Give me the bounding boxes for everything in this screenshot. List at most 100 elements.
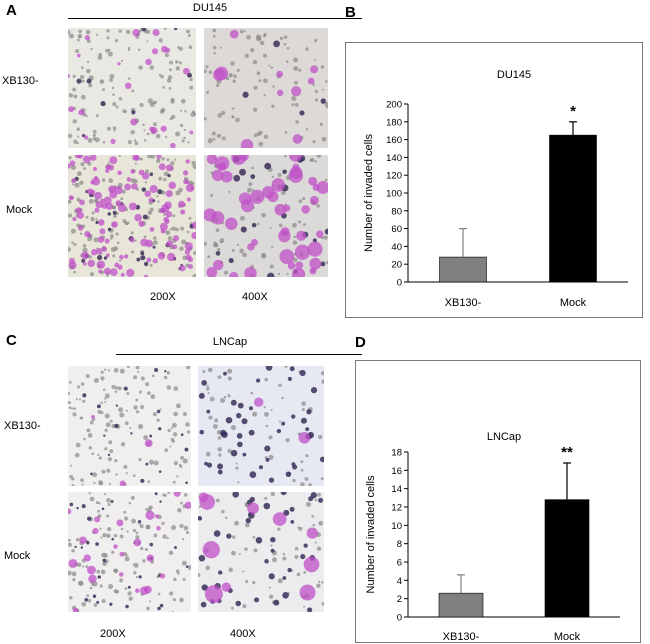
stained-nucleus (206, 462, 213, 468)
pore-dot (173, 411, 178, 417)
invaded-cell (148, 197, 154, 203)
pore-dot (268, 454, 274, 460)
pore-dot (100, 536, 103, 539)
pore-dot (205, 65, 209, 69)
pore-dot (73, 139, 78, 144)
stained-nucleus (143, 261, 149, 267)
pore-dot (171, 439, 175, 444)
invaded-cell (316, 180, 328, 194)
pore-dot (188, 45, 193, 49)
stained-nucleus (158, 427, 162, 431)
pore-dot (87, 598, 92, 603)
pore-dot (81, 601, 87, 607)
pore-dot (87, 236, 92, 242)
pore-dot (135, 410, 140, 414)
pore-dot (167, 236, 173, 241)
pore-dot (143, 435, 149, 441)
cell-line-title-c: LNCap (212, 336, 248, 348)
pore-dot (112, 254, 116, 258)
pore-dot (120, 59, 124, 62)
invaded-cell (316, 230, 324, 239)
pore-dot (185, 531, 190, 535)
pore-dot (231, 535, 236, 539)
pore-dot (119, 368, 125, 374)
invaded-cell (154, 514, 160, 519)
pore-dot (108, 584, 114, 590)
pore-dot (302, 197, 306, 201)
title-rule-a (68, 18, 362, 19)
invaded-cell (68, 508, 72, 515)
pore-dot (86, 428, 91, 433)
y-axis-label: Number of invaded cells (365, 475, 377, 594)
pore-dot (253, 548, 258, 553)
chart-frame-b (345, 42, 643, 318)
pore-dot (123, 110, 127, 114)
pore-dot (230, 73, 233, 76)
stained-nucleus (240, 226, 247, 233)
pore-dot (246, 34, 251, 40)
pore-dot (173, 577, 177, 582)
invaded-cell (312, 183, 320, 192)
pore-dot (186, 366, 191, 370)
pore-dot (102, 88, 105, 92)
invaded-cell (166, 240, 173, 247)
pore-dot (126, 530, 129, 533)
pore-dot (143, 139, 147, 142)
y-tick-label: 20 (391, 260, 402, 271)
stained-nucleus (225, 416, 233, 424)
pore-dot (244, 547, 248, 551)
invaded-cell (204, 208, 217, 222)
pore-dot (294, 102, 299, 107)
invaded-cell (99, 228, 106, 235)
invaded-cell (140, 238, 149, 247)
pore-dot (145, 524, 151, 530)
pore-dot (87, 433, 93, 438)
pore-dot (111, 424, 116, 429)
pore-dot (263, 53, 268, 58)
invaded-cell (117, 62, 121, 66)
stained-nucleus (125, 604, 129, 609)
pore-dot (175, 190, 181, 196)
pore-dot (175, 66, 181, 71)
stained-nucleus (138, 520, 141, 523)
stained-nucleus (96, 600, 100, 604)
invaded-cell (220, 170, 233, 183)
stained-nucleus (156, 409, 161, 414)
pore-dot (238, 552, 241, 556)
invaded-cell (152, 29, 160, 37)
stained-nucleus (141, 28, 147, 32)
invaded-cell (138, 220, 145, 227)
pore-dot (180, 98, 186, 104)
pore-dot (156, 195, 159, 198)
pore-dot (167, 492, 171, 494)
invaded-cell (105, 253, 110, 258)
pore-dot (220, 241, 223, 244)
pore-dot (271, 175, 275, 178)
pore-dot (138, 423, 144, 430)
pore-dot (102, 140, 106, 144)
stained-nucleus (283, 509, 290, 516)
pore-dot (99, 79, 105, 84)
pore-dot (72, 74, 76, 78)
bar-chart-lncap: LNCap Number of invaded cells 0 2 4 6 8 10 12 14 1… (365, 431, 620, 643)
pore-dot (87, 137, 93, 143)
micrograph-c-mock-200x (68, 492, 191, 612)
pore-dot (132, 563, 135, 566)
stained-nucleus (109, 602, 113, 606)
y-axis-label: Number of invaded cells (363, 134, 375, 253)
bar-chart-du145: DU145 Number of invaded cells 0 20 40 60 80 100… (363, 69, 628, 309)
invaded-cell (86, 188, 94, 195)
pore-dot (164, 53, 169, 58)
pore-dot (133, 405, 138, 410)
invaded-cell (240, 139, 254, 148)
magnification-c-200x: 200X (100, 628, 126, 640)
pore-dot (164, 135, 168, 139)
bar-mock (544, 499, 590, 618)
invaded-cell (105, 168, 110, 173)
pore-dot (250, 391, 254, 395)
invaded-cell (124, 82, 132, 90)
pore-dot (279, 36, 284, 41)
pore-dot (169, 445, 172, 448)
invaded-cell (120, 272, 125, 277)
pore-dot (212, 424, 218, 429)
